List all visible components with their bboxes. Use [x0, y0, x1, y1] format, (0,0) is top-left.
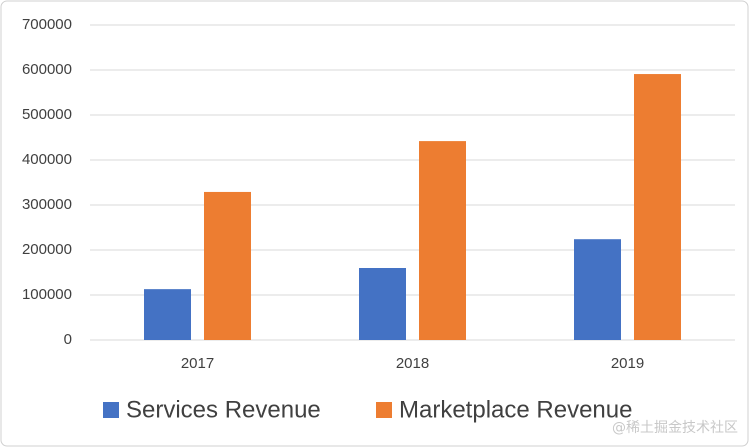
legend-label: Marketplace Revenue: [399, 396, 632, 423]
y-tick-label: 500000: [22, 106, 72, 123]
legend-label: Services Revenue: [126, 396, 321, 423]
y-tick-label: 100000: [22, 286, 72, 303]
bar: [419, 141, 466, 340]
bar: [359, 268, 406, 340]
x-tick-label: 2019: [611, 355, 644, 372]
bar: [574, 239, 621, 340]
y-tick-label: 0: [64, 331, 72, 348]
watermark: @稀土掘金技术社区: [612, 420, 738, 436]
bar: [204, 191, 251, 340]
y-tick-label: 200000: [22, 241, 72, 258]
y-tick-label: 300000: [22, 196, 72, 213]
bar: [144, 289, 191, 340]
legend-swatch: [103, 402, 119, 418]
y-tick-label: 600000: [22, 61, 72, 78]
y-tick-label: 400000: [22, 151, 72, 168]
x-tick-label: 2017: [181, 355, 214, 372]
legend-swatch: [376, 402, 392, 418]
x-tick-label: 2018: [396, 355, 429, 372]
y-tick-label: 700000: [22, 16, 72, 33]
bar: [634, 74, 681, 341]
